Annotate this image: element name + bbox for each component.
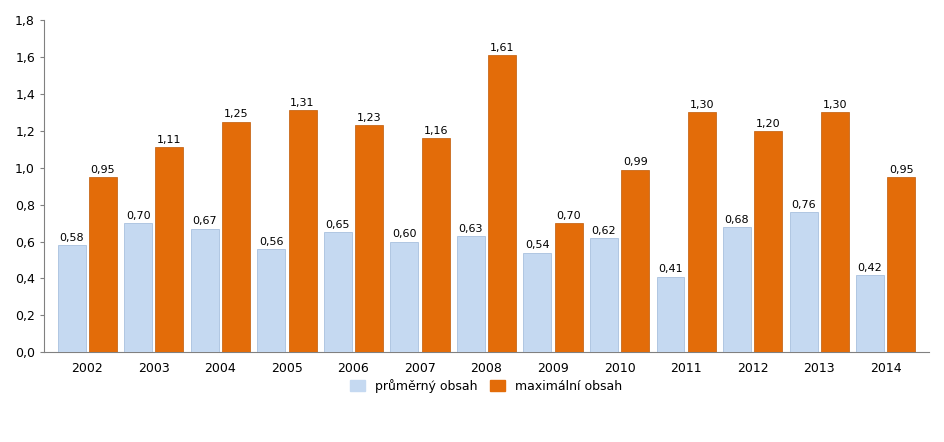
Bar: [125, 223, 152, 352]
Bar: [222, 122, 250, 352]
Text: 0,99: 0,99: [623, 157, 648, 168]
Bar: [789, 212, 818, 352]
Text: 0,95: 0,95: [889, 165, 914, 175]
Bar: [688, 112, 716, 352]
Bar: [191, 229, 219, 352]
Bar: [391, 241, 418, 352]
Text: 0,65: 0,65: [326, 220, 350, 230]
Text: 1,25: 1,25: [224, 109, 248, 119]
Text: 0,68: 0,68: [725, 214, 750, 225]
Text: 1,30: 1,30: [822, 100, 847, 110]
Text: 0,41: 0,41: [658, 264, 683, 274]
Bar: [590, 238, 618, 352]
Text: 0,70: 0,70: [556, 211, 581, 221]
Bar: [555, 223, 582, 352]
Bar: [258, 249, 285, 352]
Bar: [887, 177, 916, 352]
Bar: [355, 125, 383, 352]
Text: 0,54: 0,54: [525, 240, 549, 250]
Text: 1,11: 1,11: [158, 135, 181, 145]
Bar: [324, 232, 352, 352]
Text: 1,20: 1,20: [756, 118, 781, 129]
Bar: [422, 138, 449, 352]
Bar: [621, 170, 649, 352]
Bar: [289, 110, 316, 352]
Text: 0,67: 0,67: [193, 217, 217, 226]
Text: 1,31: 1,31: [291, 98, 314, 108]
Bar: [523, 252, 551, 352]
Bar: [89, 177, 117, 352]
Text: 0,70: 0,70: [126, 211, 150, 221]
Text: 1,16: 1,16: [423, 126, 447, 136]
Bar: [723, 227, 751, 352]
Text: 0,60: 0,60: [392, 229, 416, 239]
Bar: [488, 55, 516, 352]
Bar: [457, 236, 485, 352]
Bar: [856, 275, 885, 352]
Text: 0,63: 0,63: [459, 224, 483, 234]
Bar: [821, 112, 849, 352]
Text: 1,23: 1,23: [357, 113, 381, 123]
Text: 0,56: 0,56: [259, 236, 283, 247]
Legend: průměrný obsah, maximální obsah: průměrný obsah, maximální obsah: [345, 373, 629, 399]
Text: 0,62: 0,62: [592, 225, 616, 236]
Bar: [156, 147, 183, 352]
Text: 0,95: 0,95: [91, 165, 115, 175]
Bar: [58, 245, 86, 352]
Text: 1,61: 1,61: [490, 43, 514, 53]
Text: 0,58: 0,58: [59, 233, 84, 243]
Text: 0,76: 0,76: [791, 200, 816, 210]
Bar: [656, 277, 684, 352]
Text: 0,42: 0,42: [858, 263, 883, 273]
Bar: [754, 131, 783, 352]
Text: 1,30: 1,30: [689, 100, 714, 110]
